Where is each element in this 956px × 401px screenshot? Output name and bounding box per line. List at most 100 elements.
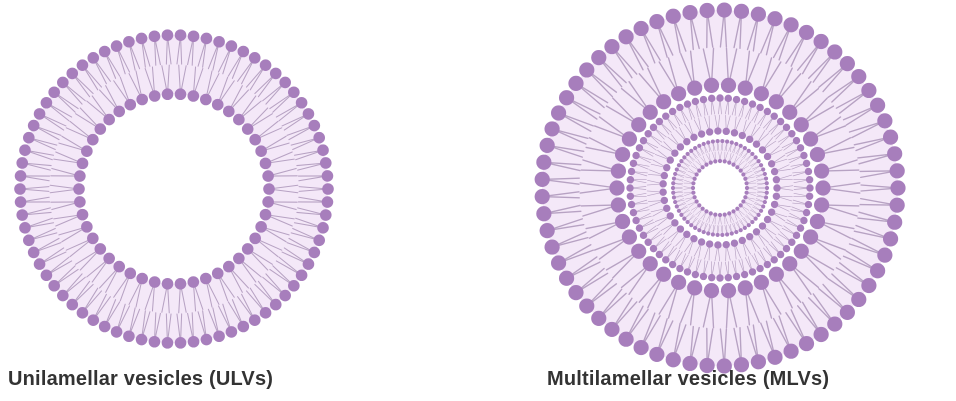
lipid-head [714, 241, 722, 249]
lipid-head [756, 159, 761, 164]
lipid-head [722, 240, 730, 249]
lipid-head [741, 199, 746, 204]
lipid-head [187, 30, 200, 43]
lipid-head [708, 160, 713, 165]
lipid-head [671, 190, 676, 195]
lipid-head [662, 256, 670, 264]
lipid-head [649, 346, 665, 363]
lipid-head [768, 266, 784, 282]
lipid-head [222, 105, 235, 118]
lipid-head [313, 234, 326, 247]
lipid-head [691, 181, 696, 186]
outer-leaflet [534, 2, 906, 374]
inner-leaflet-heads [609, 77, 831, 299]
inner-leaflet [579, 47, 861, 329]
lipid-head [770, 200, 779, 209]
lipid-head [161, 277, 174, 290]
lipid-head [222, 260, 235, 273]
lipid-head [809, 146, 826, 163]
lipid-head [722, 127, 730, 136]
lipid-head [700, 206, 705, 211]
lipid-head [727, 160, 732, 165]
lipid-head [717, 212, 723, 218]
lipid-head [27, 246, 40, 259]
lipid-head [689, 223, 694, 228]
lipid-head [745, 232, 754, 241]
lipid-head [882, 231, 899, 247]
lipid-head [269, 67, 282, 80]
ulv-caption: Unilamellar vesicles (ULVs) [8, 368, 274, 390]
lipid-head [793, 243, 809, 259]
lipid-head [308, 119, 321, 132]
lipid-head [793, 117, 809, 133]
lipid-head [708, 273, 716, 282]
lipid-head [656, 266, 672, 282]
lipid-head [662, 112, 670, 120]
lipid-head [614, 146, 631, 163]
lipid-head [649, 123, 658, 132]
lipid-head [887, 214, 903, 230]
lipid-head [187, 335, 200, 348]
lipid-head [87, 133, 99, 146]
lipid-head [731, 209, 736, 214]
lipid-head [708, 211, 713, 216]
lipid-head [761, 204, 766, 209]
lipid-head [699, 2, 715, 19]
lipid-head [813, 33, 829, 50]
lipid-head [233, 113, 245, 126]
lipid-head [714, 127, 722, 135]
lipid-head [770, 256, 778, 264]
inner-leaflet [49, 64, 299, 314]
lipid-head [136, 272, 148, 285]
lipid-bilayer-2 [626, 94, 814, 282]
lipid-head [870, 263, 886, 279]
lipid-head [76, 307, 89, 319]
lipid-bilayer-1 [534, 2, 906, 374]
lipid-head [639, 231, 648, 240]
lipid-head [262, 170, 274, 182]
lipid-head [124, 267, 137, 280]
lipid-head [19, 144, 31, 156]
lipid-head [635, 144, 644, 152]
lipid-head [877, 247, 893, 263]
lipid-head [697, 238, 706, 246]
lipid-head [550, 255, 567, 271]
lipid-head [148, 276, 161, 288]
lipid-head [746, 148, 751, 153]
lipid-head [679, 212, 684, 217]
lipid-head [666, 212, 674, 220]
lipid-head [716, 2, 732, 18]
lipid-head [805, 192, 814, 200]
lipid-head [750, 354, 767, 370]
lipid-head [259, 307, 272, 319]
lipid-head [48, 86, 60, 99]
lipid-head [673, 199, 678, 205]
lipid-head [732, 272, 741, 281]
lipid-bilayer-1 [14, 29, 334, 349]
lipid-head [767, 11, 783, 27]
lipid-head [148, 90, 161, 102]
lipid-head [798, 24, 815, 41]
lipid-head [738, 131, 746, 140]
lipid-head [733, 357, 750, 373]
lipid-head [544, 239, 560, 255]
lipid-head [639, 136, 648, 145]
lipid-head [248, 314, 261, 326]
lipid-head [674, 204, 679, 209]
lipid-head [626, 176, 635, 184]
lipid-head [756, 103, 764, 112]
lipid-head [40, 269, 53, 282]
lipid-head [237, 45, 250, 58]
lipid-head [174, 29, 187, 41]
lipid-head [618, 29, 634, 45]
lipid-head [110, 40, 123, 52]
lipid-head [763, 152, 772, 161]
lipid-head [534, 171, 550, 187]
lipid-head [762, 199, 767, 205]
lipid-head [81, 145, 93, 157]
lipid-head [720, 232, 725, 238]
lipid-head [644, 130, 652, 138]
lipid-head [621, 229, 638, 245]
lipid-head [579, 298, 595, 314]
